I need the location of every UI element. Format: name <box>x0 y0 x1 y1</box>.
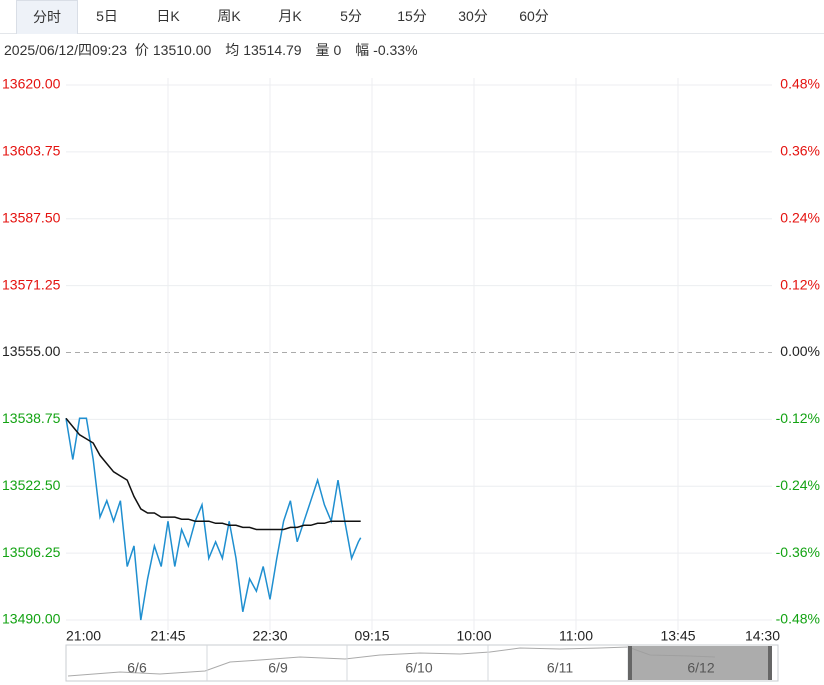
info-value: -0.33% <box>373 42 418 58</box>
x-tick-label: 11:00 <box>559 628 593 644</box>
y2-tick-label: 0.48% <box>780 76 820 92</box>
navigator-handle[interactable] <box>628 646 632 680</box>
tab[interactable]: 60分 <box>519 8 549 24</box>
x-tick-label: 22:30 <box>252 628 287 644</box>
price-line <box>65 417 362 621</box>
y2-tick-label: -0.36% <box>776 544 820 560</box>
x-tick-label: 13:45 <box>660 628 695 644</box>
y-tick-label: 13506.25 <box>2 544 61 560</box>
grid <box>66 78 772 630</box>
navigator <box>65 644 779 682</box>
tab-bar: 分时 5日 日K 周K 月K 5分 15分 30分 60分 <box>0 0 824 34</box>
info-label: 均 <box>225 42 240 58</box>
navigator-label: 6/12 <box>687 660 714 676</box>
info-value: 13510.00 <box>152 42 212 58</box>
x-tick-label: 21:00 <box>66 628 101 644</box>
x-tick-label: 09:15 <box>354 628 389 644</box>
navigator-handle[interactable] <box>768 646 772 680</box>
y2-tick-label: 0.12% <box>780 276 820 292</box>
navigator-selection[interactable] <box>630 646 770 680</box>
tab[interactable]: 分时 <box>16 0 78 34</box>
x-tick-label: 10:00 <box>456 628 491 644</box>
info-label: 幅 <box>355 42 370 58</box>
navigator-label: 6/6 <box>127 660 147 676</box>
info-time: 2025/06/12/四09:23 <box>4 42 127 58</box>
y2-tick-label: 0.00% <box>780 343 820 359</box>
info-value: 0 <box>333 42 342 58</box>
y-tick-label: 13571.25 <box>2 276 61 292</box>
info-label: 价 <box>134 42 149 58</box>
navigator-label: 6/11 <box>547 660 573 676</box>
info-label: 量 <box>315 42 330 58</box>
y-tick-label: 13587.50 <box>2 209 61 225</box>
navigator-label: 6/10 <box>405 660 432 676</box>
x-tick-label: 14:30 <box>745 628 780 644</box>
y-tick-label: 13555.00 <box>2 343 61 359</box>
tab[interactable]: 月K <box>278 8 302 24</box>
navigator-label: 6/9 <box>268 660 288 676</box>
tab[interactable]: 30分 <box>458 8 488 24</box>
y2-tick-label: -0.12% <box>776 410 820 426</box>
y2-tick-label: -0.24% <box>776 477 820 493</box>
y2-tick-label: -0.48% <box>776 611 820 627</box>
tab[interactable]: 周K <box>217 8 241 24</box>
y-tick-label: 13620.00 <box>2 76 61 92</box>
y-tick-label: 13603.75 <box>2 143 61 159</box>
tab[interactable]: 5日 <box>96 8 118 24</box>
y-tick-label: 13522.50 <box>2 477 61 493</box>
price-line <box>65 417 361 531</box>
y-tick-label: 13538.75 <box>2 410 61 426</box>
x-tick-label: 21:45 <box>150 628 185 644</box>
y-tick-label: 13490.00 <box>2 611 61 627</box>
tab[interactable]: 15分 <box>397 8 427 24</box>
tab[interactable]: 5分 <box>340 8 362 24</box>
y2-tick-label: 0.36% <box>780 143 820 159</box>
info-value: 13514.79 <box>243 42 302 58</box>
tab[interactable]: 日K <box>156 8 180 24</box>
y2-tick-label: 0.24% <box>780 209 820 225</box>
